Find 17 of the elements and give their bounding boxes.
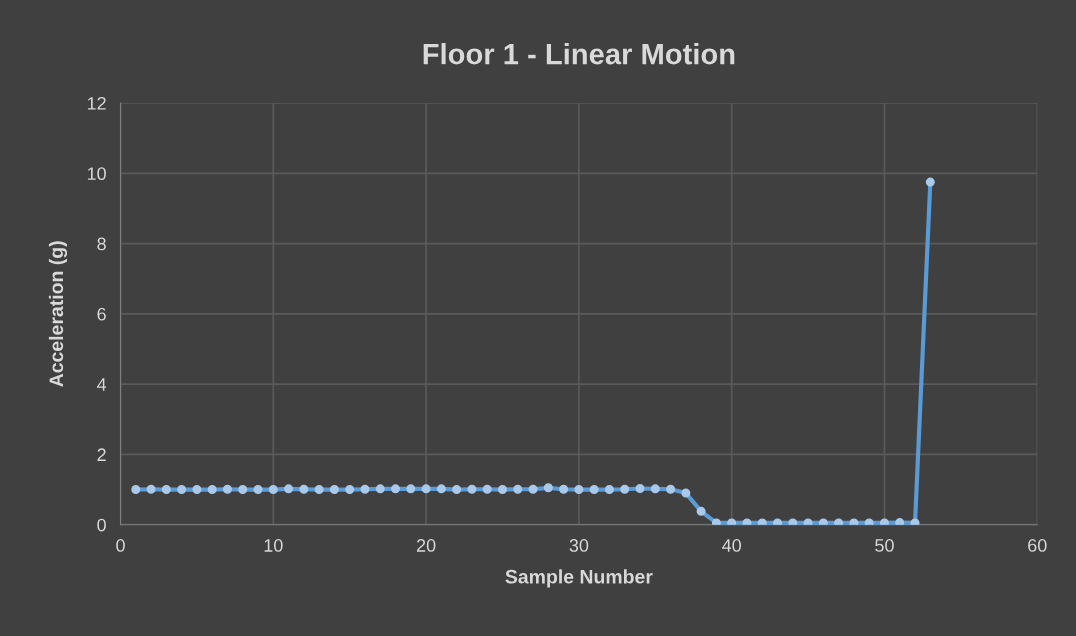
x-tick-label: 10 [264,539,283,552]
y-tick-label: 12 [87,96,106,110]
x-tick-label: 20 [416,539,436,552]
x-tick-label: 40 [722,539,742,552]
x-tick-label: 0 [116,539,125,552]
chart-title: Floor 1 - Linear Motion [423,43,735,65]
y-axis-title: Acceleration (g) [48,241,68,387]
y-tick-label: 4 [97,378,107,391]
y-tick-label: 0 [97,518,106,532]
y-tick-label: 10 [87,167,106,181]
x-tick-label: 50 [875,539,894,552]
x-tick-label: 30 [569,539,589,552]
x-axis-title: Sample Number [505,569,653,588]
y-tick-label: 2 [97,448,106,461]
y-tick-label: 8 [97,237,106,251]
x-tick-label: 60 [1028,539,1047,552]
y-tick-label: 6 [97,307,106,321]
